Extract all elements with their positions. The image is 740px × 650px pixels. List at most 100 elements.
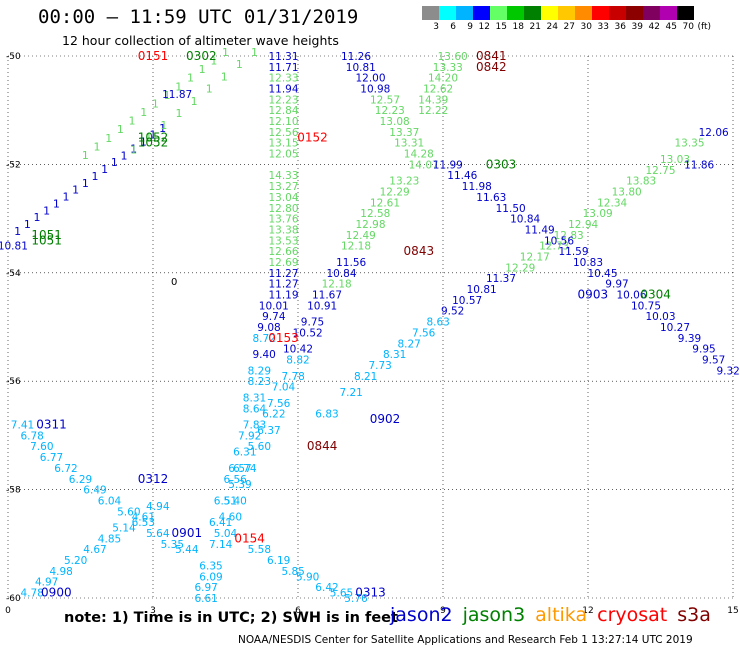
swh-value: 11.94 bbox=[268, 84, 298, 96]
swh-value: 11.27 bbox=[268, 279, 298, 291]
swh-value: 4.78 bbox=[20, 588, 43, 600]
pass-time-label: 0841 bbox=[476, 49, 507, 63]
swh-value: 13.60 bbox=[438, 51, 468, 63]
track-mark: 1 bbox=[117, 123, 124, 136]
color-scale-label: 12 bbox=[478, 22, 490, 32]
track-mark: 1 bbox=[53, 197, 60, 210]
swh-value: 13.53 bbox=[268, 235, 298, 247]
color-scale-label: 6 bbox=[450, 22, 456, 32]
swh-value: 10.56 bbox=[544, 235, 574, 247]
color-swatch bbox=[575, 6, 592, 20]
swh-value: 9.74 bbox=[262, 311, 286, 323]
swh-value: 13.03 bbox=[660, 154, 690, 166]
x-tick-label: 6 bbox=[295, 606, 301, 616]
pass-time-label: 0902 bbox=[370, 412, 401, 426]
swh-value: 12.33 bbox=[268, 73, 298, 85]
swh-value: 12.05 bbox=[268, 149, 298, 161]
color-swatch bbox=[439, 6, 456, 20]
swh-value: 5.44 bbox=[175, 544, 199, 556]
swh-value: 11.99 bbox=[433, 159, 463, 171]
swh-value: 9.95 bbox=[692, 344, 715, 356]
swh-value: 5.60 bbox=[248, 441, 271, 453]
track-mark: 1 bbox=[159, 122, 166, 135]
track-mark: 1 bbox=[130, 144, 137, 157]
swh-values: 11.3111.7112.3311.9412.2312.8412.1012.56… bbox=[0, 51, 740, 605]
swh-value: 10.81 bbox=[0, 241, 28, 253]
swh-value: 6.09 bbox=[199, 571, 222, 583]
swh-value: 6.37 bbox=[257, 425, 280, 437]
swh-value: 5.35 bbox=[161, 539, 184, 551]
track-mark: 1 bbox=[206, 83, 213, 96]
swh-value: 10.83 bbox=[573, 257, 603, 269]
swh-value: 6.83 bbox=[315, 409, 338, 421]
track-mark: 1 bbox=[150, 129, 157, 142]
pass-time-label: 1052 bbox=[138, 130, 169, 144]
swh-value: 14.33 bbox=[268, 170, 298, 182]
swh-value: 6.97 bbox=[194, 582, 217, 594]
swh-value: 13.83 bbox=[626, 176, 656, 188]
color-scale-label: 70 bbox=[682, 22, 694, 32]
swh-value: 12.80 bbox=[268, 203, 298, 215]
swh-value: 6.19 bbox=[267, 555, 290, 567]
swh-value: 11.71 bbox=[268, 62, 298, 74]
track-mark: 1 bbox=[152, 97, 159, 110]
color-scale-label: 45 bbox=[665, 22, 677, 32]
swh-value: 13.37 bbox=[389, 127, 419, 139]
swh-value: 10.81 bbox=[467, 284, 497, 296]
swh-value: 12.49 bbox=[346, 230, 376, 242]
track-mark: 1 bbox=[24, 218, 31, 231]
color-swatch bbox=[541, 6, 558, 20]
legend-entry-altika: altika bbox=[535, 604, 588, 626]
swh-value: 10.01 bbox=[259, 300, 289, 312]
swh-value: 10.84 bbox=[326, 268, 356, 280]
color-scale-labels: 3 6 9 12 15 18 21 24 27 30 33 36 39 42 45 70 (ft) bbox=[422, 22, 711, 32]
pass-time-label: 0842 bbox=[476, 60, 507, 74]
pass-time-label: 0302 bbox=[186, 49, 217, 63]
swh-value: 13.04 bbox=[268, 192, 298, 204]
color-swatch bbox=[524, 6, 541, 20]
track-mark: 1 bbox=[63, 191, 70, 204]
swh-value: 6.04 bbox=[98, 495, 122, 507]
legend-entry-s3a: s3a bbox=[677, 604, 711, 626]
swh-value: 12.73 bbox=[539, 241, 569, 253]
swh-value: 10.91 bbox=[307, 300, 337, 312]
swh-value: 7.21 bbox=[339, 387, 362, 399]
track-mark: 1 bbox=[210, 55, 217, 68]
color-scale-label: 27 bbox=[563, 22, 575, 32]
swh-value: 5.14 bbox=[112, 523, 136, 535]
pass-time-label: 0313 bbox=[355, 586, 386, 600]
track-mark: 1 bbox=[101, 163, 108, 176]
color-scale-label: 36 bbox=[614, 22, 626, 32]
swh-value: 12.66 bbox=[268, 246, 298, 258]
page-subtitle: 12 hour collection of altimeter wave hei… bbox=[62, 33, 339, 48]
track-mark: 1 bbox=[140, 136, 147, 149]
axis-labels: 0 3 6 9 12 15 -50 -52 -54 -56 -58 -60 bbox=[5, 52, 739, 616]
swh-value: 13.35 bbox=[674, 138, 704, 150]
swh-value: 5.58 bbox=[248, 544, 271, 556]
swh-value: 11.19 bbox=[268, 289, 298, 301]
swh-value: 12.75 bbox=[645, 165, 675, 177]
swh-value: 6.78 bbox=[20, 430, 43, 442]
color-swatch bbox=[490, 6, 507, 20]
pass-time-label: 1051 bbox=[31, 233, 62, 247]
swh-value: 14.28 bbox=[404, 149, 434, 161]
pass-time-label: 0312 bbox=[138, 472, 169, 486]
swh-value: 13.76 bbox=[268, 214, 298, 226]
swh-value: 14.20 bbox=[428, 73, 458, 85]
color-swatch bbox=[626, 6, 643, 20]
swh-value: 10.84 bbox=[510, 214, 540, 226]
pass-time-label: 0153 bbox=[268, 331, 299, 345]
swh-value: 6.72 bbox=[54, 463, 77, 475]
swh-value: 11.98 bbox=[462, 181, 492, 193]
swh-value: 12.23 bbox=[375, 105, 405, 117]
swh-value: 13.80 bbox=[612, 187, 642, 199]
swh-value: 7.41 bbox=[11, 420, 34, 432]
swh-value: 8.31 bbox=[243, 392, 266, 404]
track-mark: 1 bbox=[129, 115, 136, 128]
pass-time-label: 0303 bbox=[486, 157, 517, 171]
swh-value: 13.31 bbox=[394, 138, 424, 150]
x-tick-label: 3 bbox=[150, 606, 156, 616]
swh-value: 12.29 bbox=[505, 262, 535, 274]
